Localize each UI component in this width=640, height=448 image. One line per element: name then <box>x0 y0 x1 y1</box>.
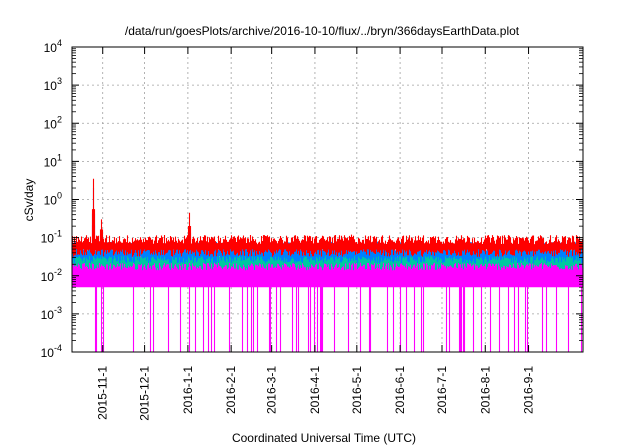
x-tick-label: 2015-12-1 <box>138 366 152 421</box>
x-tick-label: 2016-3-1 <box>265 366 279 414</box>
x-tick-label: 2016-9-1 <box>522 366 536 414</box>
x-tick-label: 2016-4-1 <box>308 366 322 414</box>
x-tick-label: 2016-8-1 <box>478 366 492 414</box>
x-axis-ticks: 2015-11-1 2015-12-1 2016-1-1 2016-2-1 2016-3… <box>96 47 536 421</box>
x-tick-label: 2016-5-1 <box>350 366 364 414</box>
x-axis-label: Coordinated Universal Time (UTC) <box>232 431 416 445</box>
y-axis-label: cSv/day <box>22 179 36 222</box>
x-tick-label: 2016-1-1 <box>181 366 195 414</box>
x-tick-label: 2016-6-1 <box>393 366 407 414</box>
x-tick-label: 2016-2-1 <box>224 366 238 414</box>
x-tick-label: 2015-11-1 <box>96 366 110 420</box>
chart-title: /data/run/goesPlots/archive/2016-10-10/f… <box>125 24 520 38</box>
x-tick-label: 2016-7-1 <box>435 366 449 414</box>
